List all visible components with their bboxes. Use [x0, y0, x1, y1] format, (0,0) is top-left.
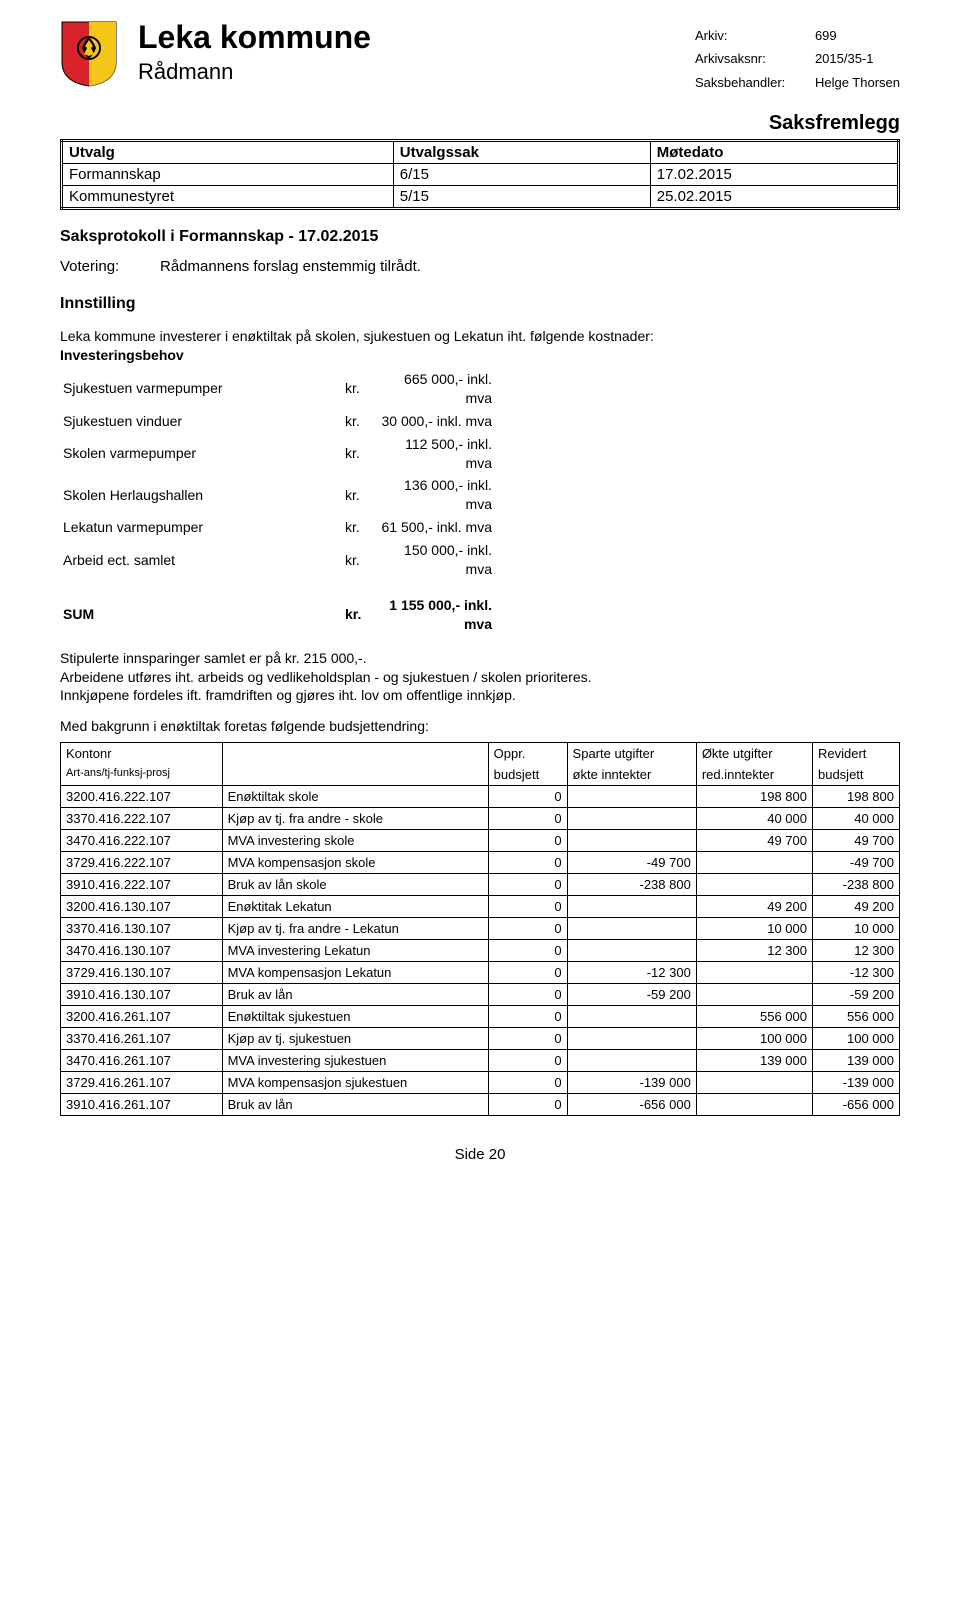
saksprotokoll-heading: Saksprotokoll i Formannskap - 17.02.2015: [60, 228, 900, 246]
budget-row: 3910.416.130.107Bruk av lån0-59 200-59 2…: [61, 984, 900, 1006]
budget-row: 3470.416.130.107MVA investering Lekatun0…: [61, 940, 900, 962]
saksfremlegg-heading: Saksfremlegg: [60, 112, 900, 135]
budget-row: 3470.416.222.107MVA investering skole049…: [61, 830, 900, 852]
utvalg-table: Utvalg Utvalgssak Møtedato Formannskap 6…: [60, 139, 900, 210]
col-motedato: Møtedato: [650, 141, 898, 164]
budget-row: 3200.416.130.107Enøktitak Lekatun049 200…: [61, 896, 900, 918]
table-header-row: Utvalg Utvalgssak Møtedato: [62, 141, 899, 164]
votering-text: Rådmannens forslag enstemmig tilrådt.: [160, 258, 421, 275]
budget-row: 3910.416.222.107Bruk av lån skole0-238 8…: [61, 874, 900, 896]
col-utvalg: Utvalg: [62, 141, 394, 164]
arkiv-value: 699: [815, 24, 837, 47]
saksbehandler-label: Saksbehandler:: [695, 71, 815, 94]
budget-row: 3910.416.261.107Bruk av lån0-656 000-656…: [61, 1094, 900, 1116]
budget-intro: Med bakgrunn i enøktiltak foretas følgen…: [60, 717, 900, 736]
cost-row: Sjukestuen varmepumperkr.665 000,- inkl.…: [62, 369, 496, 409]
investeringsbehov-heading: Investeringsbehov: [60, 346, 900, 365]
budget-row: 3200.416.222.107Enøktiltak skole0198 800…: [61, 786, 900, 808]
budget-row: 3729.416.130.107MVA kompensasjon Lekatun…: [61, 962, 900, 984]
sum-row: SUMkr.1 155 000,- inkl. mva: [62, 582, 496, 635]
budget-table: Kontonr Oppr. Sparte utgifter Økte utgif…: [60, 742, 900, 1116]
cost-table: Sjukestuen varmepumperkr.665 000,- inkl.…: [60, 367, 498, 637]
arkivsaksnr-value: 2015/35-1: [815, 47, 874, 70]
sub-title: Rådmann: [138, 59, 635, 85]
cost-row: Arbeid ect. samletkr.150 000,- inkl. mva: [62, 540, 496, 580]
budget-row: 3729.416.261.107MVA kompensasjon sjukest…: [61, 1072, 900, 1094]
arkivsaksnr-label: Arkivsaksnr:: [695, 47, 815, 70]
votering-row: Votering: Rådmannens forslag enstemmig t…: [60, 258, 900, 275]
budget-row: 3370.416.130.107Kjøp av tj. fra andre - …: [61, 918, 900, 940]
col-utvalgssak: Utvalgssak: [393, 141, 650, 164]
table-row: Formannskap 6/15 17.02.2015: [62, 164, 899, 186]
budget-row: 3370.416.261.107Kjøp av tj. sjukestuen01…: [61, 1028, 900, 1050]
saksbehandler-value: Helge Thorsen: [815, 71, 900, 94]
title-block: Leka kommune Rådmann: [138, 20, 635, 85]
document-header: Leka kommune Rådmann Arkiv: 699 Arkivsak…: [60, 20, 900, 94]
intro-text: Leka kommune investerer i enøktiltak på …: [60, 327, 900, 346]
innstilling-body: Leka kommune investerer i enøktiltak på …: [60, 327, 900, 736]
budget-row: 3470.416.261.107MVA investering sjukestu…: [61, 1050, 900, 1072]
budget-row: 3729.416.222.107MVA kompensasjon skole0-…: [61, 852, 900, 874]
main-title: Leka kommune: [138, 20, 635, 55]
paragraph: Stipulerte innsparinger samlet er på kr.…: [60, 649, 900, 706]
page-footer: Side 20: [60, 1146, 900, 1163]
cost-row: Lekatun varmepumperkr.61 500,- inkl. mva: [62, 517, 496, 538]
cost-row: Skolen varmepumperkr.112 500,- inkl. mva: [62, 434, 496, 474]
votering-label: Votering:: [60, 258, 160, 275]
budget-header-row: Kontonr Oppr. Sparte utgifter Økte utgif…: [61, 743, 900, 765]
arkiv-label: Arkiv:: [695, 24, 815, 47]
meta-block: Arkiv: 699 Arkivsaksnr: 2015/35-1 Saksbe…: [695, 24, 900, 94]
budget-row: 3370.416.222.107Kjøp av tj. fra andre - …: [61, 808, 900, 830]
budget-row: 3200.416.261.107Enøktiltak sjukestuen055…: [61, 1006, 900, 1028]
table-row: Kommunestyret 5/15 25.02.2015: [62, 186, 899, 209]
municipality-crest-icon: [60, 20, 118, 88]
cost-row: Skolen Herlaugshallenkr.136 000,- inkl. …: [62, 475, 496, 515]
innstilling-heading: Innstilling: [60, 295, 900, 313]
cost-row: Sjukestuen vinduerkr.30 000,- inkl. mva: [62, 411, 496, 432]
